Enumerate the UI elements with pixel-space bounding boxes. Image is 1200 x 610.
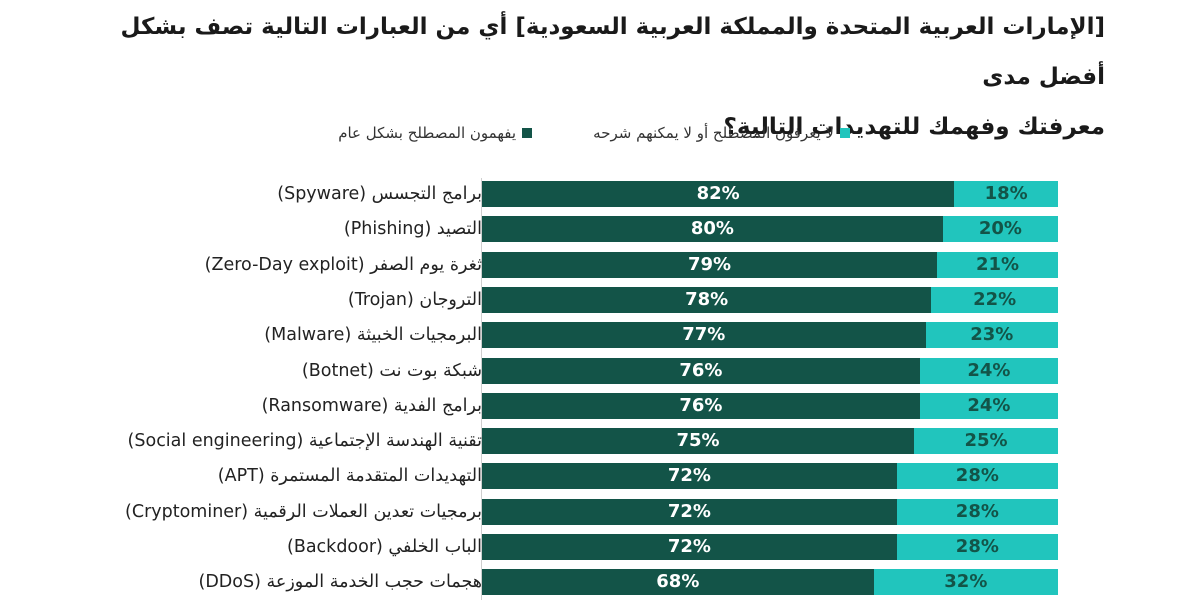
bar-understand: 78% xyxy=(482,286,932,313)
legend-swatch-unknown xyxy=(840,128,850,138)
bar-understand: 77% xyxy=(482,322,926,349)
bar-understand: 72% xyxy=(482,534,897,560)
title-line-1: [الإمارات العربية المتحدة والمملكة العرب… xyxy=(120,14,1105,90)
category-label: برامج الفدية (Ransomware) xyxy=(261,395,482,416)
bar-understand: 72% xyxy=(482,498,897,525)
bar-unknown: 22% xyxy=(931,286,1058,313)
legend-swatch-understand xyxy=(522,128,532,138)
title-line-2: معرفتك وفهمك للتهديدات التالية؟ xyxy=(723,114,1105,140)
category-label: التروجان (Trojan) xyxy=(347,289,482,310)
legend-label-unknown: لا يعرفون المصطلح أو لا يمكنهم شرحه xyxy=(593,124,834,142)
bar-unknown: 28% xyxy=(896,498,1058,525)
category-label: تقنية الهندسة الإجتماعية (Social enginee… xyxy=(127,431,482,452)
category-label: برمجيات تعدين العملات الرقمية (Cryptomin… xyxy=(125,501,482,522)
bar-unknown: 24% xyxy=(919,392,1058,419)
category-label: شبكة بوت نت (Botnet) xyxy=(301,360,482,381)
category-label: هجمات حجب الخدمة الموزعة (DDoS) xyxy=(198,572,483,593)
bar-understand: 68% xyxy=(482,569,874,596)
bar-unknown: 24% xyxy=(919,357,1058,384)
category-label: البرمجيات الخبيثة (Malware) xyxy=(264,325,482,346)
bar-understand: 76% xyxy=(482,392,920,419)
category-axis-line xyxy=(481,178,482,600)
bar-understand: 82% xyxy=(482,181,955,207)
bar-understand: 80% xyxy=(482,216,943,243)
bar-unknown: 20% xyxy=(942,216,1058,243)
legend: لا يعرفون المصطلح أو لا يمكنهم شرحه يفهم… xyxy=(330,118,850,148)
category-label: برامج التجسس (Spyware) xyxy=(277,184,482,204)
bar-unknown: 21% xyxy=(937,251,1058,278)
bar-unknown: 28% xyxy=(896,463,1058,490)
bar-understand: 76% xyxy=(482,357,920,384)
bar-understand: 72% xyxy=(482,463,897,490)
category-label: ثغرة يوم الصفر (Zero-Day exploit) xyxy=(204,254,482,275)
category-label: التصيد (Phishing) xyxy=(343,219,482,240)
bar-unknown: 25% xyxy=(914,428,1058,455)
chart-title: [الإمارات العربية المتحدة والمملكة العرب… xyxy=(85,2,1105,152)
legend-item-understand: يفهمون المصطلح بشكل عام xyxy=(338,124,532,142)
bar-unknown: 28% xyxy=(896,534,1058,560)
category-label: التهديدات المتقدمة المستمرة (APT) xyxy=(217,466,482,487)
legend-item-unknown: لا يعرفون المصطلح أو لا يمكنهم شرحه xyxy=(593,124,850,142)
bar-understand: 75% xyxy=(482,428,914,455)
bar-unknown: 23% xyxy=(925,322,1058,349)
bar-unknown: 32% xyxy=(873,569,1058,596)
legend-label-understand: يفهمون المصطلح بشكل عام xyxy=(338,124,516,142)
category-label: الباب الخلفي (Backdoor) xyxy=(287,537,482,557)
bar-unknown: 18% xyxy=(954,181,1058,207)
bar-understand: 79% xyxy=(482,251,938,278)
